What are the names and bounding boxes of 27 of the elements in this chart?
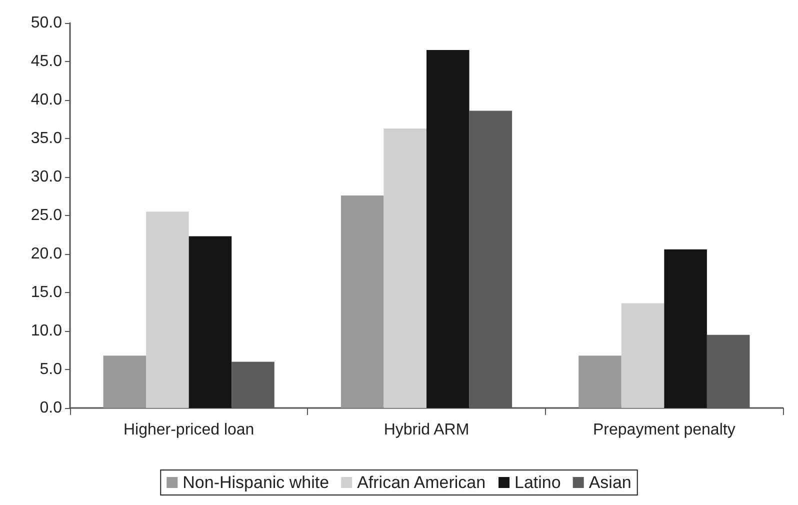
legend-label: Non-Hispanic white [182,473,330,492]
bar [103,356,146,408]
y-tick-label: 50.0 [30,14,62,32]
bar [664,249,707,408]
legend-label: Latino [514,473,561,492]
legend-label: Asian [588,473,632,492]
y-tick-label: 15.0 [30,284,62,301]
bar [340,195,384,408]
y-tick-label: 30.0 [30,168,62,186]
bar [621,303,664,408]
y-tick-label: 25.0 [30,207,62,224]
y-tick-label: 20.0 [30,246,62,262]
y-tick-label: 5.0 [40,361,62,378]
x-tick-label: Higher-priced loan [123,422,254,438]
x-tick-label: Prepayment penalty [593,422,736,438]
y-tick-label: 40.0 [30,92,62,108]
bar [578,356,622,408]
bar [384,128,426,408]
y-tick-label: 0.0 [40,400,62,416]
y-tick-label: 10.0 [30,322,62,340]
y-tick-label: 35.0 [30,130,62,147]
bar [188,236,232,408]
bar [426,50,470,408]
y-tick-label: 45.0 [30,53,62,70]
x-tick-label: Hybrid ARM [384,422,470,438]
bar [146,212,189,408]
legend-label: African American [357,473,486,492]
